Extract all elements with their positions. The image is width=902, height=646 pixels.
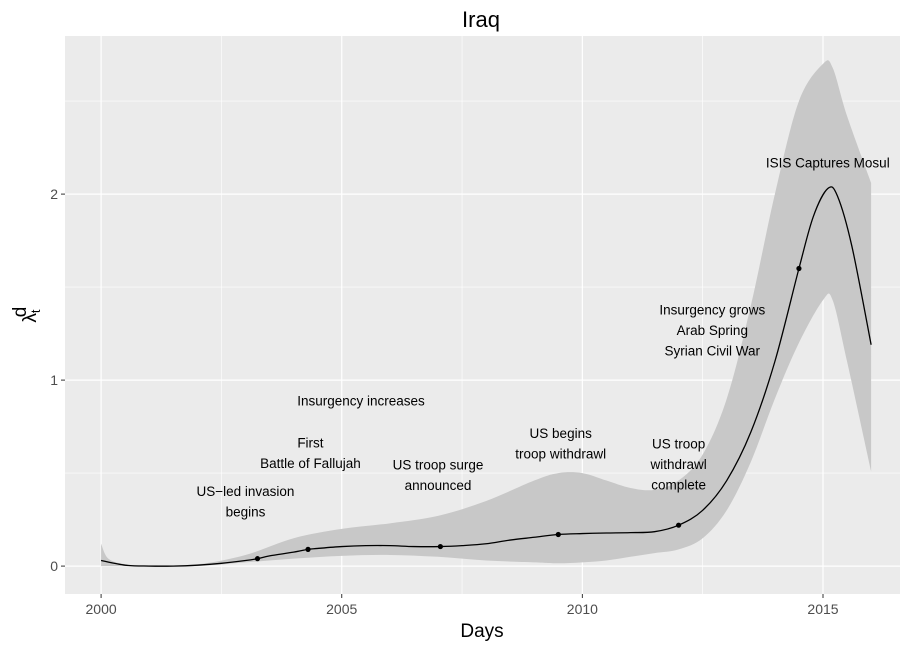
y-axis-title-sub: t <box>28 309 43 313</box>
x-tick-label: 2015 <box>807 601 838 617</box>
event-points <box>254 265 802 562</box>
svg-text:λt: λt <box>20 309 43 323</box>
y-tick-label: 1 <box>50 372 58 388</box>
x-tick-label: 2005 <box>326 601 357 617</box>
annotation-label: Battle of Fallujah <box>260 456 361 471</box>
annotation-label: US troop <box>652 436 705 451</box>
estimate-line <box>100 186 872 567</box>
y-tick-label: 0 <box>50 558 58 574</box>
x-axis-ticks: 2000 2005 2010 2015 <box>86 594 839 617</box>
annotation-label: complete <box>651 477 706 492</box>
annotation-label: withdrawl <box>649 457 706 472</box>
x-axis-title: Days <box>460 621 503 642</box>
annotation-label: US troop surge <box>393 458 484 473</box>
y-axis-ticks: 0 1 2 <box>50 186 65 574</box>
annotation-label: announced <box>405 478 472 493</box>
event-point <box>676 522 682 528</box>
event-point <box>796 265 802 272</box>
annotation-label: Syrian Civil War <box>665 343 761 358</box>
annotations: US−led invasion begins First Battle of Fall… <box>197 155 890 519</box>
annotation-label: ISIS Captures Mosul <box>766 155 890 170</box>
annotation-label: US begins <box>530 426 593 441</box>
y-axis-title-sup: d <box>10 307 31 318</box>
annotation-label: First <box>297 435 323 450</box>
y-tick-label: 2 <box>50 186 58 202</box>
annotation-label: Arab Spring <box>677 323 748 338</box>
annotation-label: troop withdrawl <box>515 447 606 462</box>
y-axis-title: λt d <box>10 307 43 323</box>
event-point <box>305 546 311 552</box>
event-point <box>555 531 561 538</box>
x-tick-label: 2000 <box>86 601 117 617</box>
annotation-label: begins <box>226 504 266 519</box>
annotation-label: Insurgency increases <box>297 394 425 409</box>
annotation-label: US−led invasion <box>197 484 295 499</box>
event-point <box>254 556 261 562</box>
event-point <box>437 543 443 550</box>
annotation-label: Insurgency grows <box>659 302 765 317</box>
x-tick-label: 2010 <box>567 601 598 617</box>
y-axis-title-main: λ <box>20 313 41 323</box>
chart-title: Iraq <box>462 7 500 32</box>
